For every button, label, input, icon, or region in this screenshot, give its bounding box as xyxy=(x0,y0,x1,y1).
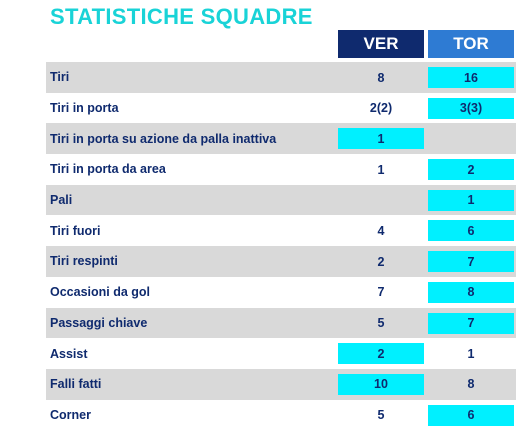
stat-value-tor: 8 xyxy=(428,281,514,303)
table-row: Tiri respinti 2 7 xyxy=(46,246,516,277)
stat-label: Tiri fuori xyxy=(50,223,101,238)
table-row: Falli fatti 10 8 xyxy=(46,368,516,400)
stat-value-ver: 1 xyxy=(338,128,424,150)
table-row: Tiri in porta 2(2) 3(3) xyxy=(46,93,516,124)
stat-value-tor: 8 xyxy=(467,377,475,392)
stat-label: Falli fatti xyxy=(50,377,102,392)
stat-label: Tiri respinti xyxy=(50,254,118,269)
stat-value-tor: 1 xyxy=(467,346,475,361)
stats-table: Tiri 8 16 Tiri in porta 2(2) 3(3) Tiri in port… xyxy=(46,62,516,430)
stat-value-tor: 2 xyxy=(428,159,514,181)
table-row: Tiri fuori 4 6 xyxy=(46,215,516,246)
table-row: Assist 2 1 xyxy=(46,338,516,369)
stat-label: Passaggi chiave xyxy=(50,315,148,330)
table-row: Corner 5 6 xyxy=(46,400,516,431)
stat-value-ver: 10 xyxy=(338,373,424,395)
stat-label: Tiri xyxy=(50,70,70,85)
stat-value-ver: 2 xyxy=(338,343,424,365)
stat-value-ver: 1 xyxy=(377,162,385,177)
stat-value-tor xyxy=(428,128,514,149)
team-ver-header: VER xyxy=(338,30,424,58)
stat-value-ver xyxy=(338,190,424,211)
stat-label: Occasioni da gol xyxy=(50,285,151,300)
stat-value-ver: 2 xyxy=(377,254,385,269)
stat-label: Assist xyxy=(50,346,88,361)
stat-label: Pali xyxy=(50,193,73,208)
stat-label: Tiri in porta xyxy=(50,101,119,116)
table-row: Pali 1 xyxy=(46,184,516,216)
table-row: Occasioni da gol 7 8 xyxy=(46,277,516,308)
stat-value-tor: 6 xyxy=(428,404,514,426)
stat-label: Tiri in porta da area xyxy=(50,162,166,177)
stat-value-tor: 6 xyxy=(428,220,514,242)
stat-value-tor: 16 xyxy=(428,67,514,88)
stat-value-tor: 7 xyxy=(428,312,514,334)
stat-value-ver: 4 xyxy=(377,223,385,238)
stat-value-ver: 5 xyxy=(377,316,385,330)
stat-value-tor: 3(3) xyxy=(428,97,514,119)
stat-value-ver: 8 xyxy=(377,70,385,85)
table-row: Tiri in porta su azione da palla inattiv… xyxy=(46,123,516,155)
team-header: VER TOR xyxy=(0,30,528,58)
stat-value-ver: 7 xyxy=(377,285,385,300)
table-row: Passaggi chiave 5 7 xyxy=(46,307,516,339)
stat-label: Corner xyxy=(50,407,91,422)
table-row: Tiri in porta da area 1 2 xyxy=(46,154,516,185)
page-title: STATISTICHE SQUADRE xyxy=(50,4,313,29)
stat-value-tor: 7 xyxy=(428,251,514,273)
stat-value-ver: 2(2) xyxy=(369,101,393,116)
stat-label: Tiri in porta su azione da palla inattiv… xyxy=(50,131,277,146)
stat-value-tor: 1 xyxy=(428,189,514,211)
stat-value-ver: 5 xyxy=(377,408,385,423)
table-row: Tiri 8 16 xyxy=(46,62,516,93)
team-tor-header: TOR xyxy=(428,30,514,58)
